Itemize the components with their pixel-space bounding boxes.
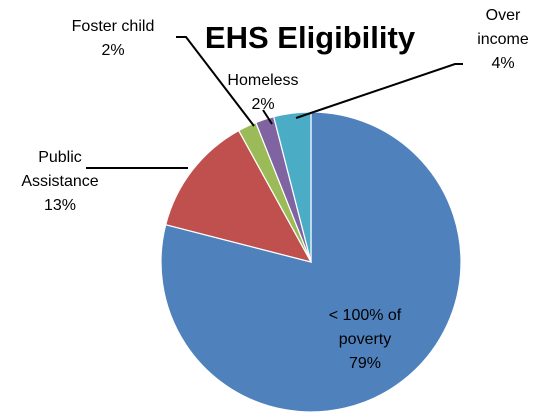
leader-lines: [86, 36, 463, 169]
slice-label-0: < 100% of poverty 79%: [329, 307, 402, 372]
slice-labels: < 100% of poverty 79% Public Assistance 13% Fo…: [21, 7, 529, 372]
chart-title: EHS Eligibility: [205, 20, 416, 55]
leader-line-3: [262, 109, 273, 125]
leader-line-4: [295, 63, 463, 119]
pie-slice-1: [164, 129, 313, 263]
slice-label-1: Public Assistance 13%: [21, 149, 98, 214]
slice-label-3: Homeless 2%: [227, 72, 298, 113]
pie-slices: [160, 111, 462, 413]
leader-line-2: [176, 36, 255, 127]
slice-label-4: Over income 4%: [477, 7, 529, 72]
slice-label-2: Foster child 2%: [72, 18, 155, 59]
